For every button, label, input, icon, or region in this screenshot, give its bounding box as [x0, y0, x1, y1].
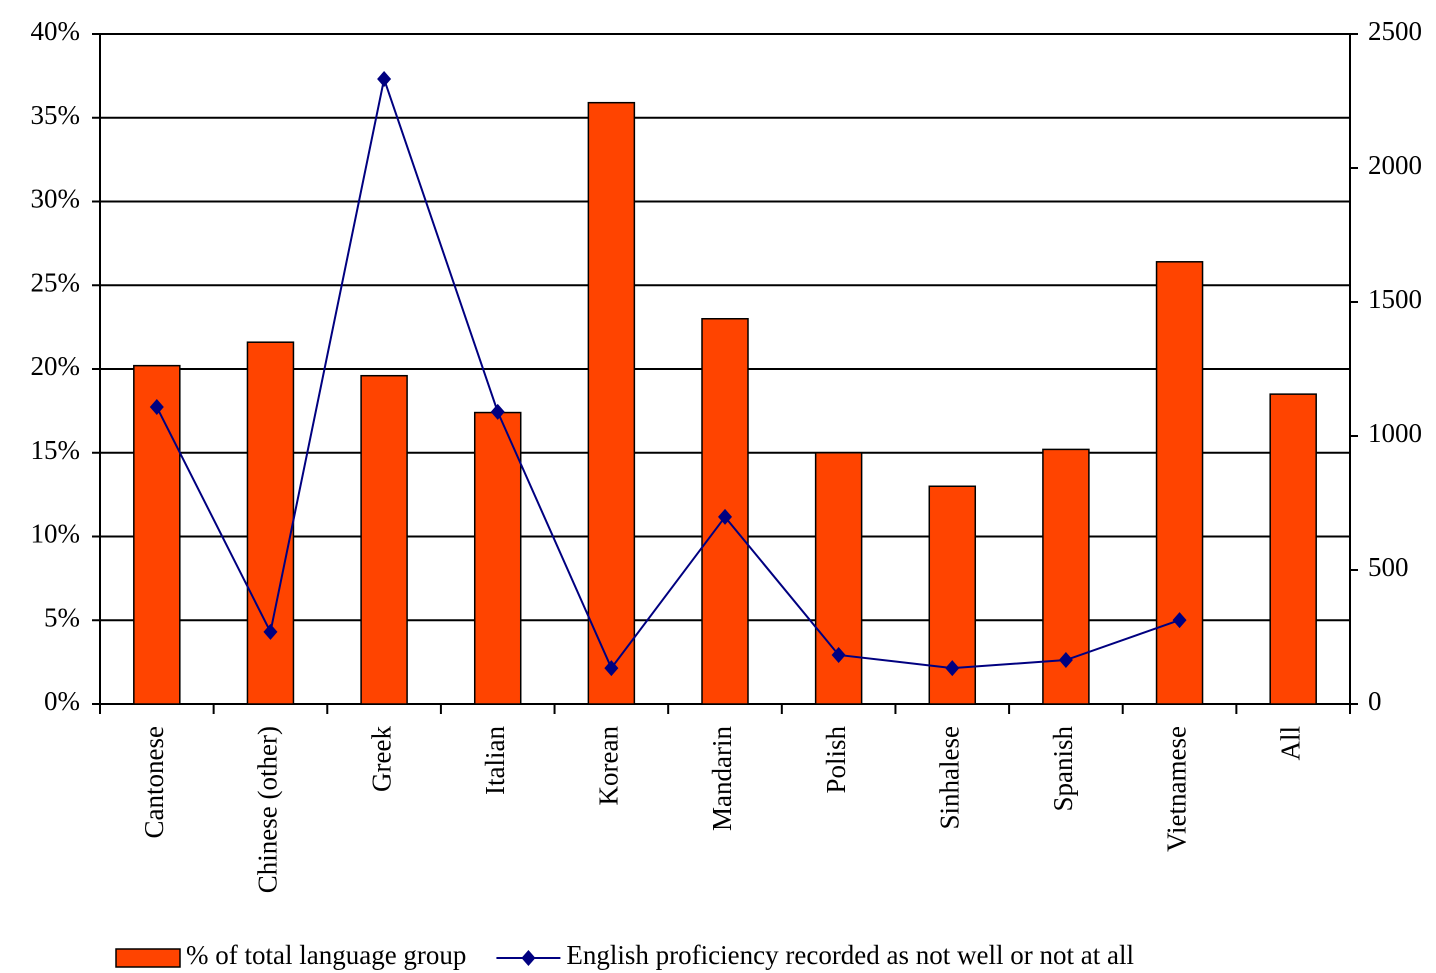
line-marker: [149, 399, 164, 416]
bar: [246, 341, 295, 705]
y2-tick-label: 0: [1368, 686, 1382, 716]
line-marker: [1058, 652, 1073, 669]
line-marker: [831, 646, 846, 663]
y2-tick-label: 1000: [1368, 418, 1422, 448]
legend-label: English proficiency recorded as not well…: [566, 940, 1134, 970]
y2-tick-label: 1500: [1368, 284, 1422, 314]
bar: [473, 411, 522, 705]
x-tick-label: Korean: [594, 726, 624, 806]
y-tick-label: 0%: [44, 686, 80, 716]
x-tick-label: Cantonese: [139, 726, 169, 838]
bar: [814, 452, 863, 705]
x-tick-label: All: [1275, 726, 1305, 761]
line-marker: [263, 623, 278, 640]
line-marker: [377, 71, 392, 88]
line-marker: [1172, 612, 1187, 629]
legend-label: % of total language group: [186, 940, 466, 970]
bar: [1269, 393, 1317, 705]
legend-swatch: [115, 948, 181, 968]
x-tick-label: Vietnamese: [1162, 726, 1192, 852]
y-tick-label: 5%: [44, 602, 80, 632]
line-marker: [604, 660, 619, 677]
legend-marker: [521, 950, 536, 966]
y2-tick-label: 500: [1368, 552, 1409, 582]
x-tick-label: Mandarin: [707, 726, 737, 831]
x-tick-label: Italian: [480, 726, 510, 795]
bar: [1155, 261, 1204, 705]
x-tick-label: Sinhalese: [934, 726, 964, 829]
y-tick-label: 10%: [31, 519, 81, 549]
x-tick-label: Spanish: [1048, 726, 1078, 812]
line-marker: [490, 403, 505, 420]
line-marker: [945, 660, 960, 677]
x-tick-label: Greek: [366, 726, 396, 792]
y2-tick-label: 2500: [1368, 16, 1422, 46]
bar: [360, 374, 408, 705]
bar: [133, 364, 181, 705]
y-tick-label: 20%: [31, 351, 81, 381]
y-tick-label: 25%: [31, 267, 81, 297]
bar: [587, 101, 636, 705]
y-tick-label: 35%: [31, 100, 81, 130]
y-tick-label: 40%: [31, 16, 81, 46]
line: [155, 75, 1180, 671]
x-tick-label: Chinese (other): [253, 726, 283, 893]
x-tick-label: Polish: [821, 726, 851, 794]
y-tick-label: 30%: [31, 184, 81, 214]
y-tick-label: 15%: [31, 435, 81, 465]
y2-tick-label: 2000: [1368, 150, 1422, 180]
line-marker: [718, 508, 732, 525]
